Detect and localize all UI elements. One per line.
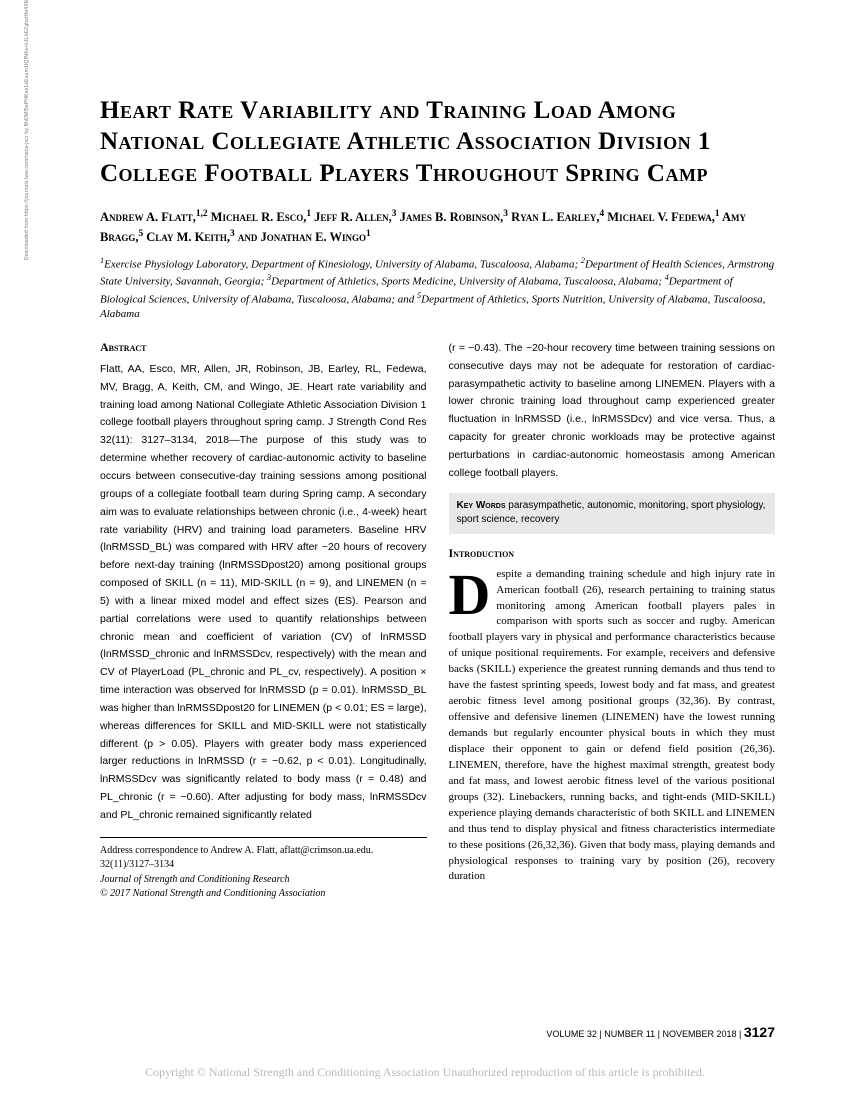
- copyright-short: © 2017 National Strength and Conditionin…: [100, 887, 427, 902]
- copyright-notice: Copyright © National Strength and Condit…: [0, 1065, 850, 1080]
- affiliations: 1Exercise Physiology Laboratory, Departm…: [100, 255, 775, 322]
- two-column-layout: Abstract Flatt, AA, Esco, MR, Allen, JR,…: [100, 340, 775, 902]
- left-column: Abstract Flatt, AA, Esco, MR, Allen, JR,…: [100, 340, 427, 902]
- dropcap: D: [449, 567, 497, 619]
- correspondence-block: Address correspondence to Andrew A. Flat…: [100, 837, 427, 902]
- correspondence-line: Address correspondence to Andrew A. Flat…: [100, 844, 427, 859]
- introduction-text: Despite a demanding training schedule an…: [449, 567, 776, 886]
- page-content: Heart Rate Variability and Training Load…: [0, 0, 850, 942]
- author-list: Andrew A. Flatt,1,2 Michael R. Esco,1 Je…: [100, 207, 775, 247]
- volume-info: VOLUME 32 | NUMBER 11 | NOVEMBER 2018 |: [546, 1029, 743, 1039]
- article-title: Heart Rate Variability and Training Load…: [100, 95, 775, 189]
- citation-line: 32(11)/3127–3134: [100, 858, 427, 873]
- download-note: Downloaded from https://journals.lww.com…: [24, 0, 30, 260]
- right-column: (r = −0.43). The ~20-hour recovery time …: [449, 340, 776, 902]
- keywords-label: Key Words: [457, 500, 506, 511]
- intro-paragraph: espite a demanding training schedule and…: [449, 568, 776, 883]
- introduction-heading: Introduction: [449, 546, 776, 561]
- abstract-heading: Abstract: [100, 340, 427, 355]
- page-number: 3127: [744, 1024, 775, 1040]
- keywords-box: Key Words parasympathetic, autonomic, mo…: [449, 493, 776, 534]
- page-footer: VOLUME 32 | NUMBER 11 | NOVEMBER 2018 | …: [546, 1024, 775, 1040]
- abstract-text: Flatt, AA, Esco, MR, Allen, JR, Robinson…: [100, 361, 427, 825]
- journal-name: Journal of Strength and Conditioning Res…: [100, 873, 427, 888]
- abstract-continuation: (r = −0.43). The ~20-hour recovery time …: [449, 340, 776, 483]
